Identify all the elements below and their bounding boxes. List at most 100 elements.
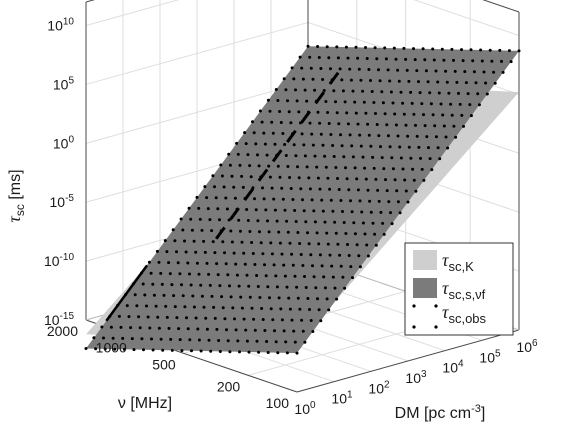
obs-dot xyxy=(366,122,370,126)
obs-dot xyxy=(262,197,266,201)
obs-dot xyxy=(372,101,376,104)
obs-dot xyxy=(344,232,348,235)
obs-dot xyxy=(310,198,314,202)
obs-dot xyxy=(197,206,201,210)
obs-dot xyxy=(339,133,342,137)
legend-swatch-k xyxy=(413,250,437,270)
obs-dot xyxy=(274,274,278,278)
obs-dot xyxy=(159,337,163,341)
obs-dot xyxy=(177,327,181,331)
obs-dot xyxy=(146,315,150,319)
obs-dot xyxy=(286,230,290,234)
wall-grid-line xyxy=(413,0,520,37)
obs-dot xyxy=(162,293,166,297)
obs-dot xyxy=(355,177,359,181)
y-tick-label: 2000 xyxy=(47,323,78,339)
obs-dot xyxy=(334,231,338,235)
obs-dot xyxy=(117,314,121,318)
obs-dot xyxy=(149,271,153,275)
obs-dot xyxy=(294,88,297,92)
obs-dot xyxy=(364,46,367,49)
obs-dashed-line xyxy=(215,66,344,240)
obs-dot xyxy=(267,230,271,234)
obs-dot xyxy=(306,231,309,235)
obs-dot xyxy=(358,199,362,203)
obs-dot xyxy=(157,326,161,330)
obs-dot xyxy=(180,283,183,287)
obs-dot xyxy=(276,351,280,355)
obs-dot xyxy=(399,156,403,160)
obs-dot xyxy=(233,317,236,321)
obs-dot xyxy=(228,163,232,167)
obs-dot xyxy=(247,284,251,288)
obs-dot xyxy=(288,307,292,311)
obs-dot xyxy=(220,174,224,178)
obs-dot xyxy=(372,166,376,170)
obs-dot xyxy=(417,80,420,84)
obs-dot xyxy=(218,218,221,222)
obs-dot xyxy=(296,296,300,300)
obs-dot xyxy=(234,262,238,266)
obs-dot xyxy=(354,111,358,115)
obs-dot xyxy=(354,45,358,49)
obs-dot xyxy=(348,133,352,137)
obs-dot xyxy=(137,315,141,319)
obs-dot xyxy=(460,48,463,52)
obs-dot xyxy=(492,70,496,74)
obs-dot xyxy=(291,263,295,267)
obs-dot xyxy=(303,88,307,92)
obs-dot xyxy=(380,90,384,94)
obs-dot xyxy=(322,89,326,92)
obs-dot xyxy=(230,174,234,178)
obs-dot xyxy=(168,272,172,276)
obs-dot xyxy=(316,176,320,180)
obs-dot xyxy=(490,59,494,63)
obs-dot xyxy=(263,263,266,267)
obs-dot xyxy=(373,46,377,50)
obs-dot xyxy=(341,210,344,213)
obs-dot xyxy=(270,186,274,190)
obs-dot xyxy=(197,338,201,342)
obs-dot xyxy=(404,189,408,193)
obs-dot xyxy=(247,350,251,354)
obs-dot xyxy=(388,145,392,149)
obs-dot xyxy=(397,79,401,83)
obs-dot xyxy=(381,221,385,225)
obs-dot xyxy=(517,49,521,53)
obs-dot xyxy=(375,123,379,126)
obs-dot xyxy=(209,349,213,353)
obs-dot xyxy=(334,166,338,169)
obs-dot xyxy=(318,121,322,125)
obs-dot xyxy=(333,220,337,224)
obs-dot xyxy=(454,135,458,139)
obs-dot xyxy=(208,283,212,287)
obs-dot xyxy=(325,231,329,235)
obs-dot xyxy=(205,327,209,331)
obs-dot xyxy=(427,146,430,150)
obs-dot xyxy=(278,175,282,179)
obs-dot xyxy=(317,242,321,246)
obs-dot xyxy=(253,328,257,332)
obs-dot xyxy=(263,142,267,146)
obs-dot xyxy=(277,296,281,300)
obs-dot xyxy=(245,273,249,277)
obs-dot xyxy=(203,250,207,254)
obs-dot xyxy=(371,221,375,225)
obs-dot xyxy=(238,163,242,167)
obs-dot xyxy=(346,243,349,246)
y-tick-label: 500 xyxy=(152,356,176,372)
obs-dot xyxy=(192,239,196,243)
obs-dot xyxy=(286,165,290,168)
obs-dot xyxy=(302,209,306,213)
obs-dot xyxy=(141,282,145,286)
obs-dot xyxy=(249,175,253,179)
obs-dot xyxy=(353,166,357,170)
obs-dot xyxy=(272,263,276,267)
obs-dot xyxy=(252,131,256,135)
obs-dot xyxy=(345,111,349,115)
obs-dot xyxy=(279,307,283,311)
obs-dot xyxy=(301,264,305,267)
obs-dot xyxy=(458,102,462,106)
obs-dot xyxy=(353,100,357,104)
obs-dot xyxy=(316,45,320,48)
